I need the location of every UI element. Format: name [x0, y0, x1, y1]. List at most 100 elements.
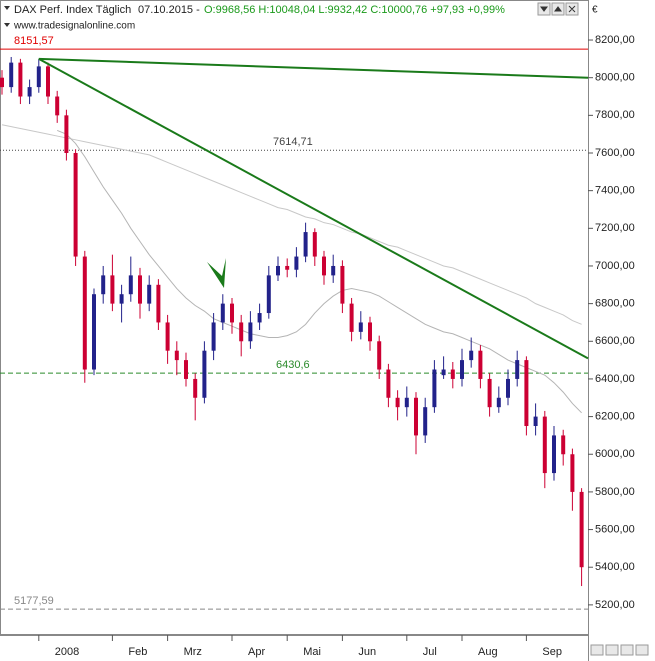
candle-body: [552, 435, 556, 474]
candle-body: [27, 87, 32, 97]
candle-body: [377, 341, 382, 370]
candle-body: [349, 303, 354, 332]
date: 07.10.2015 -: [138, 4, 200, 16]
candle-body: [211, 322, 216, 351]
x-tick-label: Apr: [248, 646, 265, 658]
candle-body: [469, 350, 474, 361]
moving-average: [1, 124, 582, 325]
candle-body: [524, 360, 529, 427]
candle-body: [358, 322, 363, 332]
candle-body: [331, 265, 336, 276]
candle-body: [441, 369, 446, 376]
button-glyphs: [540, 5, 576, 13]
candle-body: [423, 407, 428, 436]
candle-body: [174, 350, 179, 361]
scroll-buttons: [590, 644, 649, 656]
candle-body: [64, 115, 69, 153]
candle-body: [156, 284, 161, 323]
y-tick-label: 5200,00: [595, 599, 635, 611]
candle-body: [230, 303, 234, 323]
y-tick-label: 7600,00: [595, 147, 635, 159]
candle-body: [184, 360, 188, 379]
candle-body: [165, 322, 170, 351]
level-label: 6430,6: [276, 359, 310, 371]
candle-body: [18, 62, 23, 97]
level-label: 5177,59: [14, 595, 54, 607]
x-tick-label: Jul: [423, 646, 437, 658]
source: www.tradesignalonline.com: [13, 21, 135, 32]
y-tick-label: 5800,00: [595, 486, 635, 498]
y-tick-label: 6000,00: [595, 448, 635, 460]
candle-body: [303, 232, 308, 257]
candle-body: [395, 397, 400, 408]
candle-body: [82, 256, 87, 370]
trendline: [38, 57, 589, 79]
candle-body: [73, 152, 78, 257]
scroll-left[interactable]: [590, 644, 604, 656]
candle-body: [478, 350, 483, 379]
y-tick-label: 7000,00: [595, 260, 635, 272]
candle-body: [101, 275, 106, 295]
signal-arrow: [207, 258, 226, 288]
candle-body: [404, 397, 409, 408]
level-label: 7614,71: [273, 136, 313, 148]
candle-body: [9, 62, 14, 88]
candle-body: [128, 275, 133, 295]
menu-icon[interactable]: [4, 6, 10, 10]
x-tick-label: Mai: [303, 646, 321, 658]
candle-body: [579, 491, 584, 568]
y-tick-label: 8200,00: [595, 34, 635, 46]
x-tick-label: Aug: [478, 646, 498, 658]
candle-body: [276, 265, 280, 276]
candle-body: [340, 265, 345, 304]
zoom-in[interactable]: [635, 644, 649, 656]
y-tick-label: 6800,00: [595, 298, 635, 310]
candle-body: [496, 397, 501, 408]
window-buttons: [537, 2, 579, 16]
candle-body: [110, 275, 115, 304]
x-tick-label: Jun: [358, 646, 376, 658]
trendline: [38, 57, 589, 360]
x-tick-label: Mrz: [184, 646, 202, 658]
y-tick-label: 6600,00: [595, 335, 635, 347]
y-tick-label: 6400,00: [595, 373, 635, 385]
candle-body: [414, 397, 418, 436]
candle-body: [257, 313, 262, 323]
candle-body: [450, 369, 455, 379]
y-tick-label: 5600,00: [595, 523, 635, 535]
y-tick-label: 7800,00: [595, 109, 635, 121]
x-tick-label: 2008: [55, 646, 79, 658]
candle-body: [487, 378, 492, 408]
y-tick-label: 7200,00: [595, 222, 635, 234]
candle-body: [36, 66, 41, 88]
candle-body: [294, 256, 299, 270]
candle-body: [561, 435, 566, 455]
candle-body: [248, 322, 253, 342]
instrument: DAX Perf. Index Täglich: [14, 4, 131, 16]
candle-body: [92, 294, 96, 370]
candle-body: [460, 360, 464, 379]
candle-body: [322, 256, 326, 276]
scroll-right[interactable]: [605, 644, 619, 656]
zoom-out[interactable]: [620, 644, 634, 656]
moving-average: [57, 129, 582, 414]
quote: O:9968,56 H:10048,04 L:9932,42 C:10000,7…: [204, 4, 505, 16]
menu-icon[interactable]: [4, 23, 10, 27]
y-tick-label: 6200,00: [595, 410, 635, 422]
x-tick-label: Sep: [542, 646, 562, 658]
candle-body: [55, 96, 60, 116]
candle-body: [202, 350, 207, 398]
candle-body: [368, 322, 372, 342]
candle-body: [570, 454, 575, 492]
candle-body: [193, 378, 198, 398]
y-tick-label: 5400,00: [595, 561, 635, 573]
candle-body: [46, 66, 50, 97]
candle-body: [533, 416, 538, 427]
candle-body: [515, 360, 520, 379]
candle-body: [239, 322, 244, 342]
y-tick-label: 7400,00: [595, 185, 635, 197]
candle-body: [432, 369, 437, 408]
candle-body: [542, 416, 547, 474]
